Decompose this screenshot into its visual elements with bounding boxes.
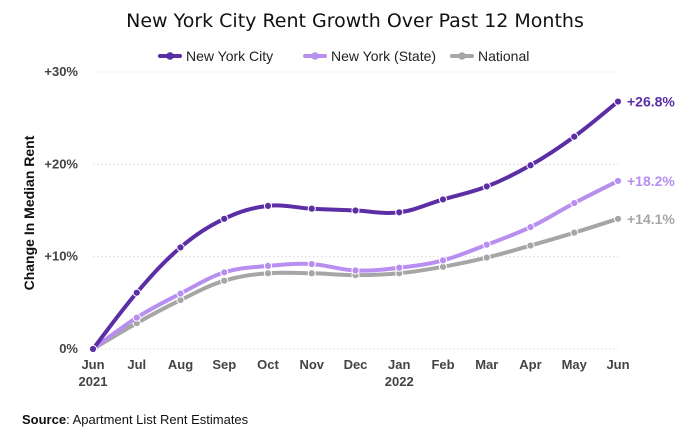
data-point	[395, 263, 404, 272]
source-note: Source: Apartment List Rent Estimates	[22, 412, 249, 427]
legend: New York City New York (State) National	[158, 48, 529, 64]
y-axis-label: Change In Median Rent	[21, 135, 37, 290]
data-point	[88, 344, 98, 354]
legend-label: New York (State)	[331, 48, 436, 64]
x-tick-label: Apr	[519, 357, 541, 372]
series-new-york-city	[88, 97, 623, 354]
source-label: Source	[22, 412, 66, 427]
x-year-label: 2021	[79, 374, 108, 389]
data-point	[176, 289, 185, 298]
end-labels: +14.1% +18.2% +26.8%	[627, 94, 675, 227]
data-point	[263, 261, 273, 270]
data-point	[263, 201, 273, 210]
data-point	[220, 214, 229, 223]
series-new-york-state	[88, 176, 623, 354]
x-tick-label: Feb	[431, 357, 454, 372]
x-tick-label: Dec	[344, 357, 368, 372]
legend-marker	[311, 52, 319, 60]
data-point	[482, 182, 491, 191]
data-point	[526, 161, 535, 170]
data-point	[132, 288, 141, 297]
x-tick-label: Jan	[388, 357, 410, 372]
x-tick-label: Nov	[299, 357, 324, 372]
data-point	[307, 259, 316, 269]
x-tick-label: Jun	[81, 357, 104, 372]
x-year-label: 2022	[385, 374, 414, 389]
end-value-label: +14.1%	[627, 211, 675, 227]
data-point	[482, 253, 491, 262]
legend-marker	[458, 52, 466, 60]
data-point	[570, 199, 579, 208]
series-lines	[88, 97, 623, 354]
source-text: : Apartment List Rent Estimates	[66, 412, 249, 427]
data-point	[613, 97, 623, 106]
x-tick-label: May	[562, 357, 588, 372]
x-axis-ticks: Jun Jul Aug Sep Oct Nov Dec Jan Feb Mar Apr May Jun 2…	[79, 357, 630, 389]
data-point	[570, 132, 579, 141]
x-tick-label: Mar	[475, 357, 498, 372]
data-point	[263, 269, 273, 278]
data-point	[220, 276, 229, 285]
series-national	[88, 214, 623, 354]
data-point	[613, 214, 623, 223]
legend-marker	[166, 52, 174, 60]
data-point	[613, 176, 623, 186]
chart-title: New York City Rent Growth Over Past 12 M…	[126, 10, 584, 32]
data-point	[395, 208, 404, 217]
data-point	[482, 240, 491, 249]
data-point	[570, 228, 579, 237]
data-point	[307, 204, 316, 213]
data-point	[351, 266, 360, 275]
y-tick-label: 0%	[59, 341, 78, 356]
data-point	[132, 313, 141, 322]
end-value-label: +26.8%	[627, 94, 675, 110]
legend-label: National	[478, 48, 529, 64]
data-point	[526, 223, 535, 232]
data-point	[220, 268, 229, 277]
series-line	[91, 216, 620, 351]
end-value-label: +18.2%	[627, 173, 675, 189]
data-point	[351, 206, 360, 215]
x-tick-label: Jun	[606, 357, 629, 372]
x-tick-label: Aug	[168, 357, 193, 372]
y-axis-ticks: 0% +10% +20% +30%	[44, 64, 78, 356]
x-tick-label: Jul	[127, 357, 146, 372]
legend-item: National	[450, 48, 529, 64]
y-tick-label: +30%	[44, 64, 78, 79]
data-point	[307, 269, 316, 278]
legend-item: New York City	[158, 48, 273, 64]
x-tick-label: Sep	[212, 357, 236, 372]
legend-item: New York (State)	[303, 48, 436, 64]
data-point	[176, 243, 185, 252]
data-point	[438, 256, 448, 265]
data-point	[526, 241, 535, 250]
legend-label: New York City	[186, 48, 273, 64]
x-tick-label: Oct	[257, 357, 279, 372]
data-point	[438, 195, 448, 204]
y-tick-label: +10%	[44, 249, 78, 264]
y-tick-label: +20%	[44, 156, 78, 171]
series-line	[91, 179, 620, 351]
series-line	[91, 99, 620, 351]
